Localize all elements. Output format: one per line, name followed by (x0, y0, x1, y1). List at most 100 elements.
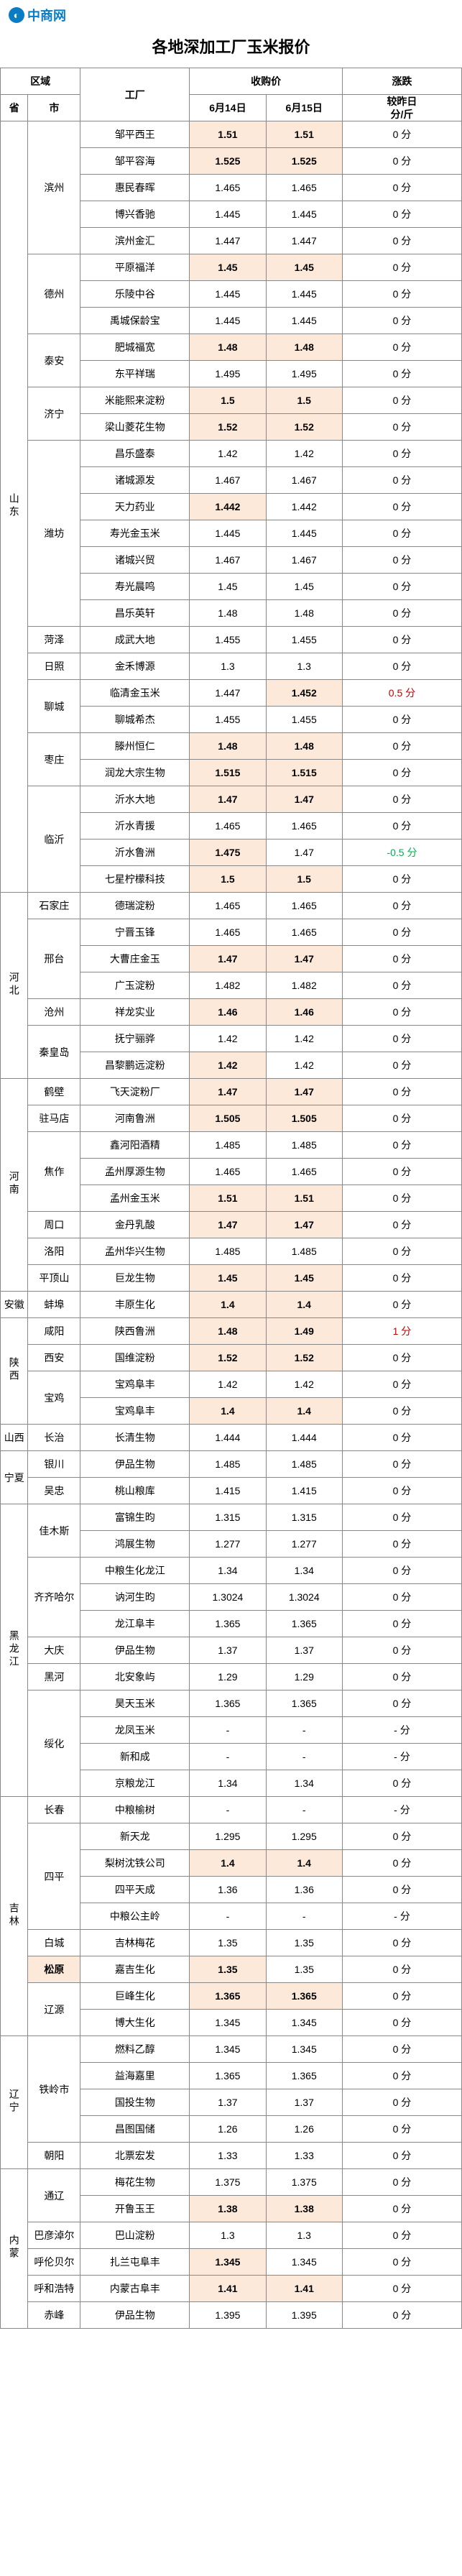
cell-change: 0 分 (342, 1052, 461, 1079)
cell-change: 0 分 (342, 2063, 461, 2089)
cell-city: 泰安 (28, 334, 80, 387)
cell-d2: 1.47 (266, 1212, 342, 1238)
cell-change: 0 分 (342, 2036, 461, 2063)
cell-d2: 1.47 (266, 946, 342, 972)
cell-d2: 1.33 (266, 2143, 342, 2169)
cell-change: 0 分 (342, 228, 461, 254)
cell-d1: 1.445 (190, 308, 266, 334)
cell-change: 0 分 (342, 653, 461, 680)
cell-change: 0 分 (342, 414, 461, 441)
cell-d1: 1.26 (190, 2116, 266, 2143)
h-region: 区域 (1, 68, 80, 95)
cell-city: 菏泽 (28, 627, 80, 653)
cell-d1: 1.365 (190, 1983, 266, 2010)
cell-city: 黑河 (28, 1664, 80, 1690)
cell-change: 0 分 (342, 1664, 461, 1690)
cell-d2: 1.42 (266, 1371, 342, 1398)
h-d1: 6月14日 (190, 95, 266, 121)
cell-d1: 1.465 (190, 175, 266, 201)
cell-city: 白城 (28, 1930, 80, 1956)
cell-d1: 1.445 (190, 281, 266, 308)
cell-d1: 1.525 (190, 148, 266, 175)
cell-factory: 长清生物 (80, 1425, 190, 1451)
cell-change: 0 分 (342, 1558, 461, 1584)
table-row: 绥化昊天玉米1.3651.3650 分 (1, 1690, 462, 1717)
cell-city: 银川 (28, 1451, 80, 1478)
cell-d1: 1.29 (190, 1664, 266, 1690)
cell-factory: 临清金玉米 (80, 680, 190, 707)
cell-change: 0 分 (342, 1584, 461, 1611)
cell-d1: 1.48 (190, 600, 266, 627)
cell-change: 0 分 (342, 733, 461, 760)
table-row: 西安国维淀粉1.521.520 分 (1, 1345, 462, 1371)
logo: ◐ 中商网 (0, 0, 462, 30)
cell-city: 松原 (28, 1956, 80, 1983)
cell-d1: 1.395 (190, 2302, 266, 2329)
cell-d2: 1.345 (266, 2249, 342, 2276)
cell-d1: 1.47 (190, 1079, 266, 1105)
cell-city: 长春 (28, 1797, 80, 1823)
cell-d1: 1.52 (190, 1345, 266, 1371)
table-row: 驻马店河南鲁洲1.5051.5050 分 (1, 1105, 462, 1132)
cell-city: 咸阳 (28, 1318, 80, 1345)
cell-d1: 1.515 (190, 760, 266, 786)
cell-factory: 宝鸡阜丰 (80, 1371, 190, 1398)
cell-factory: 天力药业 (80, 494, 190, 520)
cell-d1: 1.42 (190, 1052, 266, 1079)
table-row: 聊城临清金玉米1.4471.4520.5 分 (1, 680, 462, 707)
cell-d2: 1.445 (266, 281, 342, 308)
cell-change: 0 分 (342, 1930, 461, 1956)
cell-d2: 1.36 (266, 1877, 342, 1903)
cell-change: 0 分 (342, 281, 461, 308)
cell-factory: 平原福洋 (80, 254, 190, 281)
cell-d1: 1.52 (190, 414, 266, 441)
cell-factory: 桃山粮库 (80, 1478, 190, 1504)
cell-d1: 1.277 (190, 1531, 266, 1558)
table-row: 泰安肥城福宽1.481.480 分 (1, 334, 462, 361)
cell-factory: 大曹庄金玉 (80, 946, 190, 972)
cell-city: 呼伦贝尔 (28, 2249, 80, 2276)
cell-factory: 陕西鲁洲 (80, 1318, 190, 1345)
table-row: 呼和浩特内蒙古阜丰1.411.410 分 (1, 2276, 462, 2302)
cell-d2: 1.35 (266, 1930, 342, 1956)
table-row: 济宁米能熙来淀粉1.51.50 分 (1, 387, 462, 414)
cell-factory: 成武大地 (80, 627, 190, 653)
cell-change: 0 分 (342, 308, 461, 334)
cell-factory: 乐陵中谷 (80, 281, 190, 308)
cell-d2: 1.415 (266, 1478, 342, 1504)
cell-province: 安徽 (1, 1292, 28, 1318)
cell-d2: 1.5 (266, 387, 342, 414)
cell-d1: 1.4 (190, 1398, 266, 1425)
cell-factory: 京粮龙江 (80, 1770, 190, 1797)
cell-city: 赤峰 (28, 2302, 80, 2329)
cell-factory: 宁晋玉锋 (80, 919, 190, 946)
cell-change: 0 分 (342, 334, 461, 361)
cell-change: 0 分 (342, 600, 461, 627)
cell-d2: 1.46 (266, 999, 342, 1026)
cell-change: 0 分 (342, 1398, 461, 1425)
cell-d2: 1.445 (266, 520, 342, 547)
cell-city: 蚌埠 (28, 1292, 80, 1318)
cell-city: 焦作 (28, 1132, 80, 1212)
cell-change: 0 分 (342, 1132, 461, 1159)
cell-city: 潍坊 (28, 441, 80, 627)
cell-d1: 1.455 (190, 707, 266, 733)
cell-city: 佳木斯 (28, 1504, 80, 1558)
table-row: 辽源巨峰生化1.3651.3650 分 (1, 1983, 462, 2010)
cell-factory: 扎兰屯阜丰 (80, 2249, 190, 2276)
cell-d1: 1.47 (190, 946, 266, 972)
cell-change: 0 分 (342, 467, 461, 494)
cell-province: 内蒙 (1, 2169, 28, 2329)
cell-factory: 孟州金玉米 (80, 1185, 190, 1212)
table-row: 齐齐哈尔中粮生化龙江1.341.340 分 (1, 1558, 462, 1584)
cell-city: 呼和浩特 (28, 2276, 80, 2302)
cell-d2: 1.485 (266, 1451, 342, 1478)
table-row: 朝阳北票宏发1.331.330 分 (1, 2143, 462, 2169)
cell-d2: 1.42 (266, 1026, 342, 1052)
cell-d1: 1.36 (190, 1877, 266, 1903)
cell-d1: - (190, 1744, 266, 1770)
cell-change: 0 分 (342, 1637, 461, 1664)
cell-factory: 寿光金玉米 (80, 520, 190, 547)
cell-d1: - (190, 1903, 266, 1930)
cell-d2: 1.465 (266, 175, 342, 201)
